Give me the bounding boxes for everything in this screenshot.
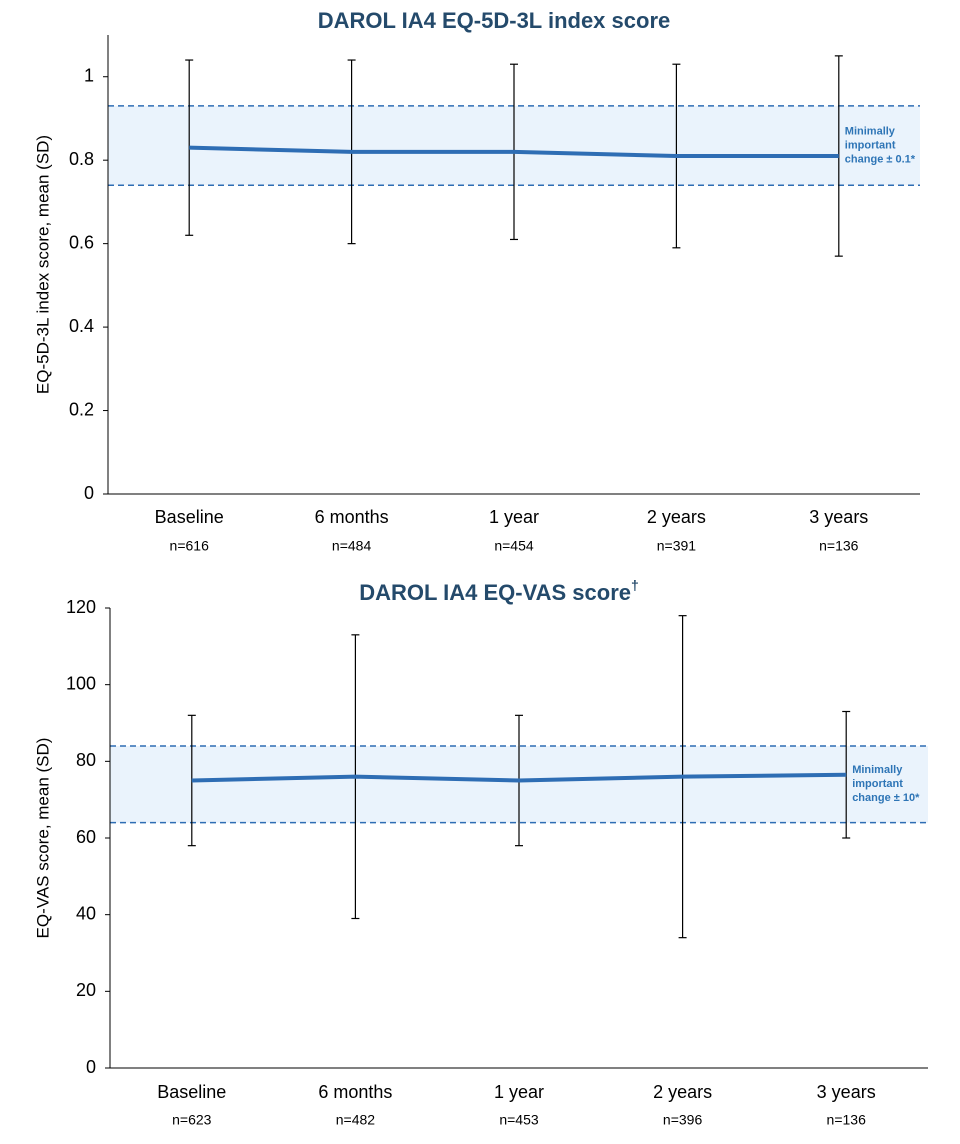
n-label: n=482: [336, 1112, 376, 1128]
x-tick-label: Baseline: [157, 1082, 226, 1102]
annotation: important: [845, 139, 896, 151]
annotation: change ± 10*: [852, 792, 920, 804]
n-label: n=391: [657, 538, 697, 554]
n-label: n=396: [663, 1112, 703, 1128]
annotation: important: [852, 778, 903, 790]
n-label: n=136: [819, 538, 859, 554]
y-tick-label: 0: [84, 483, 94, 503]
x-tick-label: Baseline: [155, 507, 224, 527]
chart-title-text: DAROL IA4 EQ-VAS score: [359, 580, 631, 605]
y-tick-label: 0.4: [69, 316, 94, 336]
chart-title-text: DAROL IA4 EQ-5D-3L index score: [318, 8, 671, 33]
x-tick-label: 6 months: [318, 1082, 392, 1102]
annotation: change ± 0.1*: [845, 153, 916, 165]
n-label: n=616: [170, 538, 210, 554]
y-tick-label: 0.8: [69, 149, 94, 169]
y-tick-label: 1: [84, 65, 94, 85]
y-axis-label: EQ-VAS score, mean (SD): [33, 738, 52, 939]
y-tick-label: 0.6: [69, 232, 94, 252]
n-label: n=623: [172, 1112, 212, 1128]
n-label: n=136: [827, 1112, 867, 1128]
x-tick-label: 6 months: [315, 507, 389, 527]
annotation: Minimally: [852, 764, 903, 776]
n-label: n=453: [499, 1112, 539, 1128]
chart-title-superscript: †: [631, 577, 639, 593]
x-tick-label: 1 year: [494, 1082, 544, 1102]
y-tick-label: 120: [66, 597, 96, 617]
annotation: Minimally: [845, 125, 896, 137]
x-tick-label: 3 years: [817, 1082, 876, 1102]
y-tick-label: 0.2: [69, 399, 94, 419]
n-label: n=484: [332, 538, 372, 554]
chart-title: DAROL IA4 EQ-5D-3L index score: [318, 8, 671, 33]
y-tick-label: 60: [76, 827, 96, 847]
y-tick-label: 100: [66, 673, 96, 693]
y-tick-label: 20: [76, 980, 96, 1000]
mean-line: [191, 772, 847, 783]
n-label: n=454: [494, 538, 534, 554]
mean-line: [189, 145, 839, 159]
y-tick-label: 0: [86, 1057, 96, 1077]
x-tick-label: 3 years: [809, 507, 868, 527]
x-tick-label: 1 year: [489, 507, 539, 527]
chart-title: DAROL IA4 EQ-VAS score†: [359, 577, 639, 605]
x-tick-label: 2 years: [653, 1082, 712, 1102]
y-tick-label: 40: [76, 903, 96, 923]
y-axis-label: EQ-5D-3L index score, mean (SD): [33, 135, 52, 394]
y-tick-label: 80: [76, 750, 96, 770]
x-tick-label: 2 years: [647, 507, 706, 527]
